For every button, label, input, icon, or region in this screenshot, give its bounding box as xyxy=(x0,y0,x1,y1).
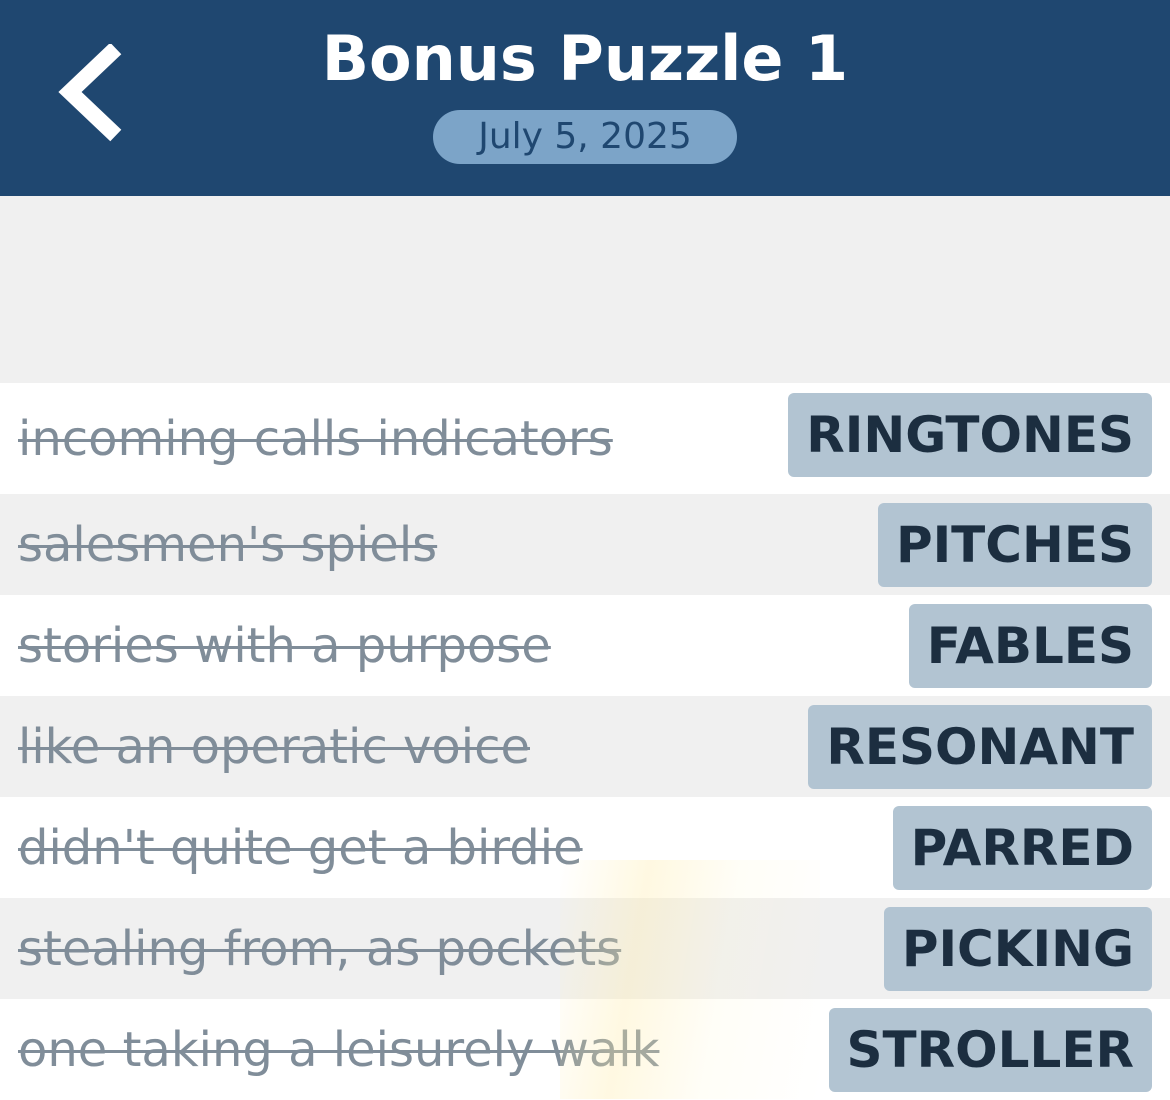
back-button[interactable] xyxy=(52,42,132,144)
clue-text: stories with a purpose xyxy=(18,617,551,674)
clue-list: incoming calls indicators RINGTONES salesm… xyxy=(0,383,1170,1100)
clue-row: salesmen's spiels PITCHES xyxy=(0,494,1170,595)
clue-row: didn't quite get a birdie PARRED xyxy=(0,797,1170,898)
clue-text: stealing from, as pockets xyxy=(18,920,622,977)
answer-badge[interactable]: FABLES xyxy=(908,603,1152,688)
clue-text: like an operatic voice xyxy=(18,718,530,775)
chevron-left-icon xyxy=(58,42,122,142)
clue-text: one taking a leisurely walk xyxy=(18,1021,660,1078)
clue-text: salesmen's spiels xyxy=(18,516,438,573)
clue-text: incoming calls indicators xyxy=(18,410,613,467)
answer-badge[interactable]: PITCHES xyxy=(877,502,1152,587)
clue-row: one taking a leisurely walk STROLLER xyxy=(0,999,1170,1100)
clue-row: stealing from, as pockets PICKING xyxy=(0,898,1170,999)
clue-row: stories with a purpose FABLES xyxy=(0,595,1170,696)
clue-text: didn't quite get a birdie xyxy=(18,819,583,876)
answer-badge[interactable]: RINGTONES xyxy=(788,392,1152,477)
clue-row: incoming calls indicators RINGTONES xyxy=(0,383,1170,494)
answer-badge[interactable]: RESONANT xyxy=(808,704,1152,789)
answer-badge[interactable]: PICKING xyxy=(883,906,1152,991)
clue-row: like an operatic voice RESONANT xyxy=(0,696,1170,797)
header-bar: Bonus Puzzle 1 July 5, 2025 xyxy=(0,0,1170,196)
answer-badge[interactable]: STROLLER xyxy=(828,1007,1152,1092)
page-title: Bonus Puzzle 1 xyxy=(321,22,849,95)
answer-badge[interactable]: PARRED xyxy=(892,805,1152,890)
date-badge: July 5, 2025 xyxy=(433,110,737,164)
